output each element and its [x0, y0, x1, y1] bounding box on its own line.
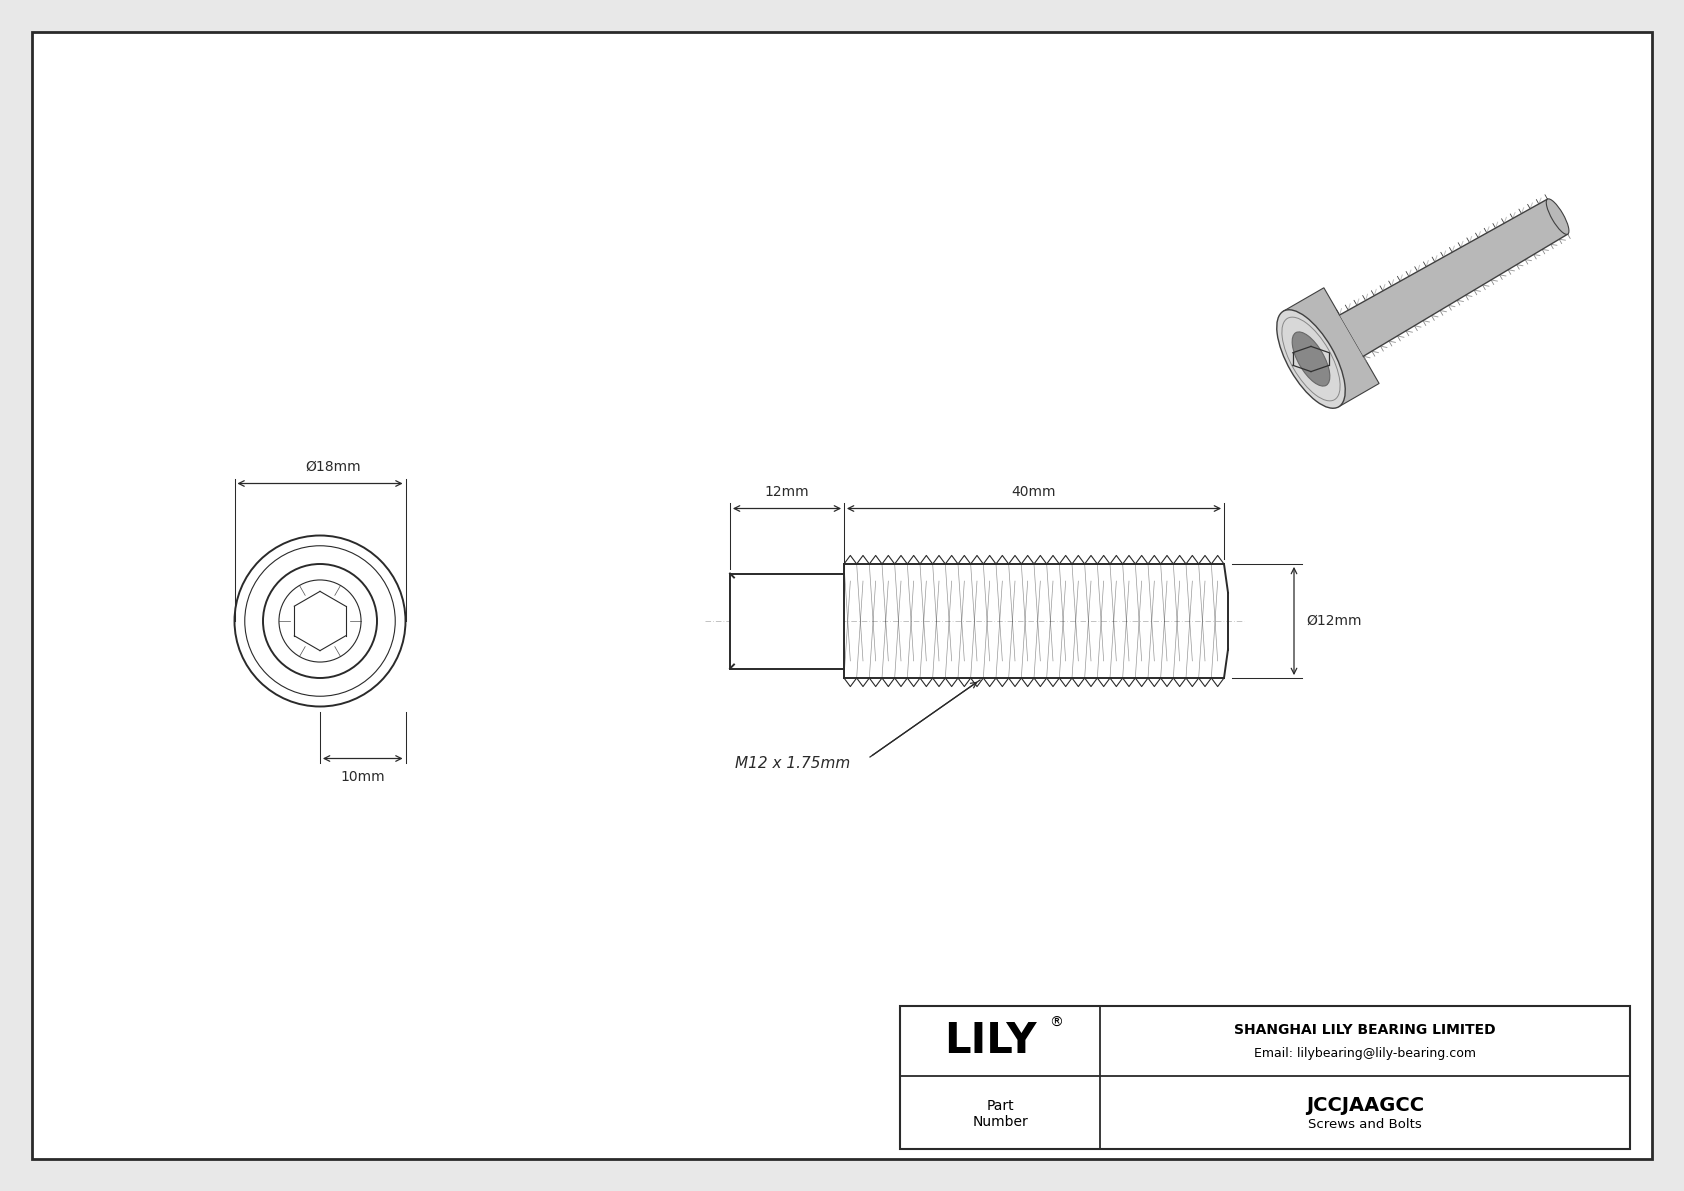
Text: 10mm: 10mm: [340, 771, 386, 785]
Text: 40mm: 40mm: [1012, 485, 1056, 499]
Ellipse shape: [1546, 199, 1569, 235]
Text: M12 x 1.75mm: M12 x 1.75mm: [734, 755, 850, 771]
Text: 12mm: 12mm: [765, 485, 810, 499]
Text: LILY: LILY: [943, 1019, 1036, 1062]
Text: ®: ®: [1049, 1016, 1063, 1030]
Text: Email: lilybearing@lily-bearing.com: Email: lilybearing@lily-bearing.com: [1255, 1048, 1475, 1060]
Polygon shape: [1339, 199, 1568, 356]
Text: Ø18mm: Ø18mm: [305, 460, 360, 474]
Text: Screws and Bolts: Screws and Bolts: [1308, 1118, 1421, 1131]
Bar: [729, 574, 844, 668]
Text: Ø12mm: Ø12mm: [1307, 615, 1361, 628]
Ellipse shape: [1292, 332, 1330, 386]
Text: Part: Part: [987, 1098, 1014, 1112]
Text: JCCJAAGCC: JCCJAAGCC: [1305, 1096, 1425, 1115]
Text: SHANGHAI LILY BEARING LIMITED: SHANGHAI LILY BEARING LIMITED: [1234, 1023, 1495, 1037]
Bar: [899, 1006, 1630, 1149]
Polygon shape: [1283, 288, 1379, 407]
Text: Number: Number: [972, 1116, 1027, 1129]
Ellipse shape: [1276, 310, 1346, 409]
